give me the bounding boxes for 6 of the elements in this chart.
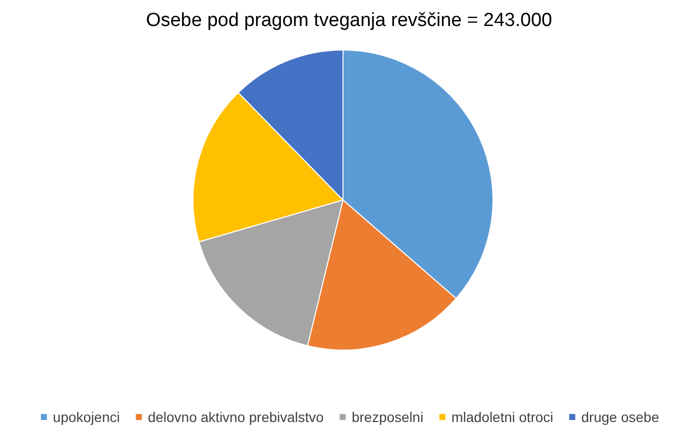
legend-label: brezposelni — [352, 409, 424, 425]
legend-label: mladoletni otroci — [451, 409, 554, 425]
legend-label: druge osebe — [581, 409, 660, 425]
legend-label: upokojenci — [52, 409, 120, 425]
legend-label: delovno aktivno prebivalstvo — [148, 409, 324, 425]
chart-title: Osebe pod pragom tveganja revščine = 243.000 — [146, 10, 552, 31]
